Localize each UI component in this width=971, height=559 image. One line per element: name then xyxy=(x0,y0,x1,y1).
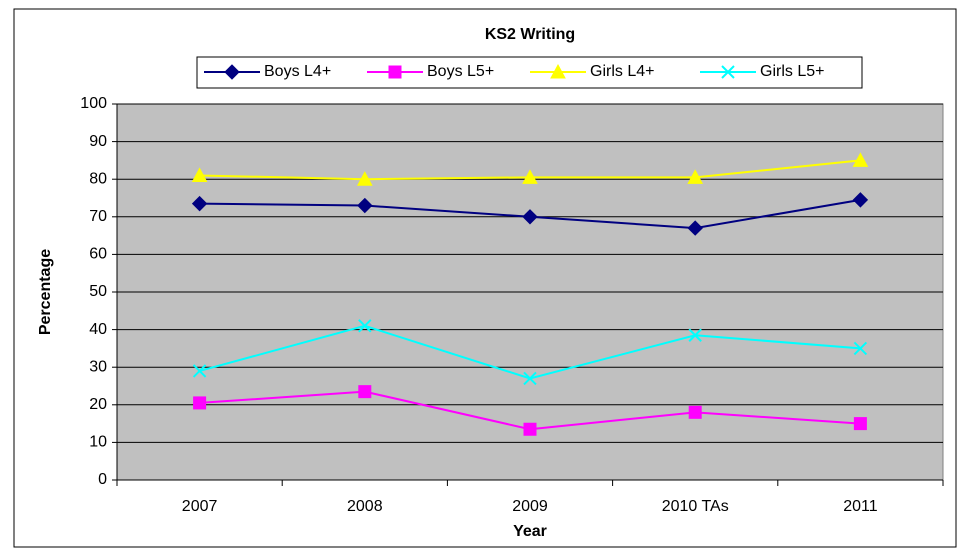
data-point xyxy=(192,364,207,378)
data-point xyxy=(688,328,702,342)
data-point xyxy=(852,152,869,167)
data-point xyxy=(191,195,208,212)
legend-marker xyxy=(224,64,240,80)
y-tick-label: 60 xyxy=(89,246,107,263)
y-tick-label: 20 xyxy=(89,396,107,413)
legend-label: Girls L4+ xyxy=(590,63,654,80)
y-tick-label: 90 xyxy=(89,133,107,150)
data-point xyxy=(852,192,869,208)
y-tick-label: 0 xyxy=(98,471,107,488)
data-point xyxy=(193,396,207,410)
x-tick-label: 2009 xyxy=(512,498,548,515)
legend-label: Boys L4+ xyxy=(264,63,331,80)
data-point xyxy=(688,405,702,419)
data-point xyxy=(358,385,372,399)
data-point xyxy=(191,167,208,182)
data-point xyxy=(523,371,537,386)
y-tick-label: 100 xyxy=(80,95,107,112)
x-tick-label: 2011 xyxy=(843,498,878,515)
data-point xyxy=(358,319,372,333)
legend-label: Boys L5+ xyxy=(427,63,494,80)
data-point xyxy=(687,220,703,236)
data-point xyxy=(357,197,373,214)
data-point xyxy=(522,169,538,184)
x-tick-label: 2007 xyxy=(182,498,218,515)
legend-marker xyxy=(550,63,566,79)
chart-title: KS2 Writing xyxy=(485,26,575,43)
y-tick-label: 50 xyxy=(89,283,107,300)
y-axis-label: Percentage xyxy=(37,249,54,335)
y-tick-label: 70 xyxy=(89,208,107,225)
data-point xyxy=(522,209,538,225)
y-tick-label: 80 xyxy=(89,170,107,187)
data-point xyxy=(853,341,868,356)
data-point xyxy=(356,171,373,186)
data-point xyxy=(523,422,537,436)
x-tick-label: 2008 xyxy=(347,498,383,515)
y-tick-label: 10 xyxy=(89,434,107,451)
x-axis-label: Year xyxy=(513,523,547,540)
legend-label: Girls L5+ xyxy=(760,63,824,80)
x-tick-label: 2010 TAs xyxy=(662,498,729,515)
y-tick-label: 30 xyxy=(89,358,107,375)
y-tick-label: 40 xyxy=(89,321,107,338)
legend-marker xyxy=(388,65,402,79)
data-point xyxy=(853,417,867,431)
data-point xyxy=(687,169,704,184)
legend-marker xyxy=(721,65,735,79)
